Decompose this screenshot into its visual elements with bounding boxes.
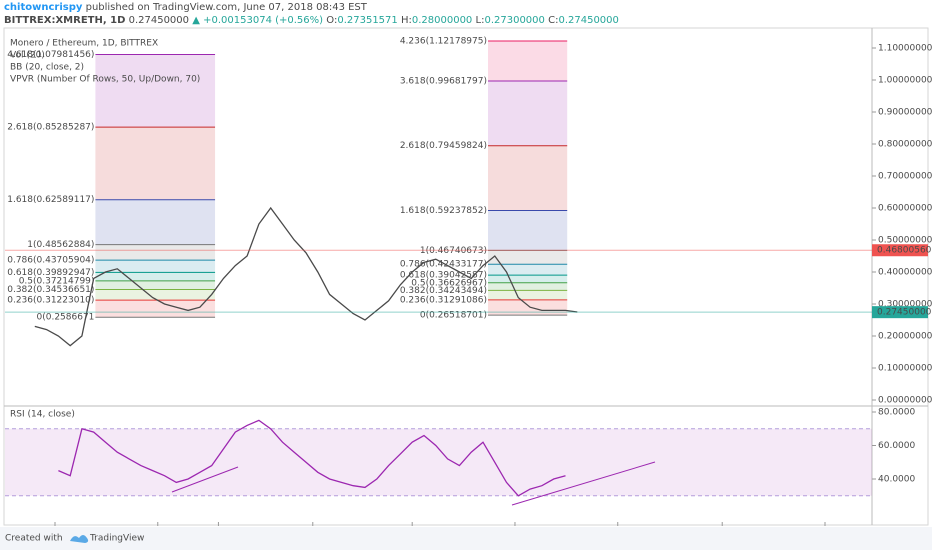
- last-price: 0.27450000: [129, 15, 189, 26]
- chart-layer: 0.00000000 0.10000000 0.20000000 0.30000000…: [5, 37, 932, 539]
- publish-line: chitowncrispy published on TradingView.c…: [4, 2, 368, 13]
- fib-label: 0.382(0.34536651): [7, 285, 94, 295]
- series-line: [34, 206, 578, 347]
- y-tick-label: 1.10000000: [878, 44, 932, 54]
- price-tag: [872, 244, 928, 257]
- trend-line: [171, 466, 239, 493]
- fib-zone: [488, 145, 568, 211]
- fib-zone: [95, 260, 216, 273]
- y-tick-label: 40.0000: [878, 475, 915, 485]
- footer-bar: [0, 527, 932, 550]
- fib-label: 3.618(0.99681797): [400, 77, 487, 87]
- published: published on TradingView.com, June 07, 2…: [86, 2, 368, 13]
- fib-label: 1(0.48562884): [27, 240, 94, 250]
- price-tag-label: 0.27450000: [877, 308, 932, 318]
- ohlc-value: 0.27450000: [558, 15, 618, 26]
- fib-label: 0(0.2586671: [37, 313, 95, 323]
- y-tick-label: 0.20000000: [878, 332, 932, 342]
- footer-brand[interactable]: TradingView: [89, 534, 144, 544]
- y-tick-label: 0.80000000: [878, 140, 932, 150]
- fib-label: 0.5(0.36626967): [411, 278, 487, 288]
- fib-zone: [95, 127, 216, 200]
- fib-zone: [488, 275, 568, 283]
- legend-indicator: BB (20, close, 2): [10, 63, 84, 73]
- y-tick-label: 0.70000000: [878, 172, 932, 182]
- fib-label: 0.5(0.37214799): [19, 276, 95, 286]
- fib-label: 0.786(0.43705904): [7, 256, 94, 266]
- fib-zone: [95, 289, 216, 301]
- fib-zone: [488, 282, 568, 291]
- fib-label: 2.618(0.85285287): [7, 123, 94, 133]
- fib-zone: [488, 299, 568, 316]
- y-tick-label: 80.0000: [878, 408, 915, 418]
- series-line: [58, 419, 566, 497]
- y-tick-label: 0.00000000: [878, 396, 932, 406]
- fib-label: 0.618(0.39892947): [7, 268, 94, 278]
- y-tick-label: 0.50000000: [878, 236, 932, 246]
- fib-zone: [488, 210, 568, 251]
- fib-label: 1(0.46740673): [420, 246, 487, 256]
- fib-zone: [488, 41, 568, 82]
- change: +0.00153074 (+0.56%): [203, 15, 323, 26]
- rsi-title: RSI (14, close): [10, 410, 75, 420]
- ohlc-key: H:: [401, 15, 412, 26]
- price-tag-label: 0.46800560: [877, 246, 932, 256]
- author[interactable]: chitowncrispy: [4, 2, 83, 13]
- fib-label: 4.236(1.12178975): [400, 37, 487, 47]
- fib-label: 2.618(0.79459824): [400, 141, 487, 151]
- trend-line: [511, 461, 656, 506]
- fib-zone: [95, 244, 216, 261]
- legend-indicator: VPVR (Number Of Rows, 50, Up/Down, 70): [10, 75, 200, 85]
- fib-zone: [488, 81, 568, 146]
- fib-zone: [95, 300, 216, 318]
- symbol: BITTREX:XMRETH, 1D: [4, 15, 125, 26]
- y-tick-label: 0.10000000: [878, 364, 932, 374]
- fib-label: 1.618(0.62589117): [7, 195, 94, 205]
- y-tick-label: 0.90000000: [878, 108, 932, 118]
- fib-zone: [95, 272, 216, 281]
- fib-label: 0.786(0.42433177): [400, 260, 487, 270]
- fib-label: 0.382(0.34243494): [400, 286, 487, 296]
- legend-indicator: Vol (20): [10, 51, 45, 61]
- brand-logo: [70, 535, 89, 543]
- y-tick-label: 1.00000000: [878, 76, 932, 86]
- y-tick-label: 0.60000000: [878, 204, 932, 214]
- ohlc-key: O:: [326, 15, 337, 26]
- fib-label: 4.618(1.07981456): [7, 50, 94, 60]
- ohlc-value: 0.28000000: [412, 15, 472, 26]
- fib-zone: [488, 250, 568, 265]
- y-tick-label: 0.40000000: [878, 268, 932, 278]
- ohlc-key: C:: [548, 15, 558, 26]
- chart-frame: [3, 27, 929, 526]
- y-tick-label: 0.30000000: [878, 300, 932, 310]
- fib-zone: [95, 280, 216, 290]
- fib-label: 0.236(0.31291086): [400, 295, 487, 305]
- arrow: ▲: [192, 15, 200, 26]
- fib-zone: [488, 290, 568, 300]
- fib-label: 0.236(0.31223010): [7, 296, 94, 306]
- ohlc-value: 0.27351571: [337, 15, 397, 26]
- fib-label: 1.618(0.59237852): [400, 206, 487, 216]
- ohlc-key: L:: [476, 15, 485, 26]
- symbol-line: BITTREX:XMRETH, 1D 0.27450000 ▲ +0.00153…: [4, 15, 619, 26]
- legend-symbol: Monero / Ethereum, 1D, BITTREX: [10, 39, 158, 49]
- fib-zone: [95, 199, 216, 245]
- fib-zone: [95, 54, 216, 128]
- fib-label: 0.618(0.39042587): [400, 271, 487, 281]
- fib-zone: [488, 264, 568, 276]
- price-tag: [872, 306, 928, 319]
- y-tick-label: 60.0000: [878, 441, 915, 451]
- footer-created: Created with: [5, 534, 63, 544]
- fib-label: 0(0.26518701): [420, 311, 487, 321]
- rsi-band: [5, 428, 872, 496]
- ohlc-value: 0.27300000: [484, 15, 544, 26]
